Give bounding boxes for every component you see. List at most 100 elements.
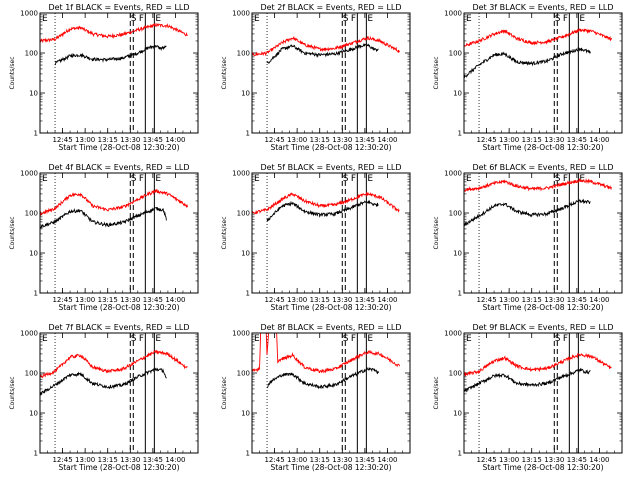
x-tick-label: 13:30 bbox=[332, 136, 352, 144]
x-tick-label: 13:30 bbox=[332, 296, 352, 304]
f-marker-label: F bbox=[351, 14, 356, 24]
s-marker-label: S bbox=[131, 14, 137, 24]
y-tick-label: 100 bbox=[449, 370, 462, 378]
x-tick-label: 13:45 bbox=[355, 296, 375, 304]
y-tick-label: 1 bbox=[458, 290, 462, 298]
s-marker-label: S bbox=[131, 174, 137, 184]
events-series-line bbox=[266, 42, 379, 65]
x-axis-label: Start Time (28-Oct-08 12:30:20) bbox=[270, 143, 391, 152]
panel-5: Det 5f BLACK = Events, RED = LLD Counts/s… bbox=[221, 163, 411, 312]
x-tick-label: 13:00 bbox=[75, 296, 95, 304]
f-marker-label: F bbox=[351, 174, 356, 184]
panel-3: Det 3f BLACK = Events, RED = LLD Counts/s… bbox=[433, 3, 623, 152]
s-marker-label: S bbox=[131, 334, 137, 344]
plot-frame bbox=[251, 12, 411, 134]
panel-6: Det 6f BLACK = Events, RED = LLD Counts/s… bbox=[433, 163, 623, 312]
x-tick-label: 13:45 bbox=[567, 296, 587, 304]
x-tick-label: 13:15 bbox=[310, 136, 330, 144]
x-axis-label: Start Time (28-Oct-08 12:30:20) bbox=[270, 303, 391, 312]
events-series-line bbox=[266, 366, 379, 390]
f-marker-label: F bbox=[139, 14, 144, 24]
x-tick-label: 13:00 bbox=[499, 136, 519, 144]
y-tick-label: 1000 bbox=[232, 330, 250, 338]
panel-title: Det 4f BLACK = Events, RED = LLD bbox=[48, 163, 189, 172]
x-tick-label: 13:30 bbox=[120, 136, 140, 144]
x-axis-label: Start Time (28-Oct-08 12:30:20) bbox=[58, 143, 179, 152]
lld-series-line bbox=[464, 352, 612, 377]
y-tick-label: 1 bbox=[458, 450, 462, 458]
y-tick-label: 10 bbox=[29, 250, 38, 258]
panel-2: Det 2f BLACK = Events, RED = LLD Counts/s… bbox=[221, 3, 411, 152]
x-tick-label: 14:00 bbox=[589, 296, 609, 304]
x-tick-label: 13:15 bbox=[310, 296, 330, 304]
x-axis-label: Start Time (28-Oct-08 12:30:20) bbox=[58, 463, 179, 472]
x-tick-label: 13:00 bbox=[75, 136, 95, 144]
x-tick-label: 13:15 bbox=[98, 456, 118, 464]
y-tick-label: 100 bbox=[237, 50, 250, 58]
x-tick-label: 13:15 bbox=[522, 136, 542, 144]
lld-series-line bbox=[252, 191, 400, 215]
panel-9: Det 9f BLACK = Events, RED = LLD Counts/s… bbox=[433, 323, 623, 472]
lld-series-line bbox=[252, 333, 400, 374]
lld-series-line bbox=[40, 188, 188, 216]
y-tick-label: 10 bbox=[241, 90, 250, 98]
f-marker-label: F bbox=[563, 174, 568, 184]
y-tick-label: 1000 bbox=[444, 330, 462, 338]
y-tick-label: 10 bbox=[241, 410, 250, 418]
x-tick-label: 13:15 bbox=[98, 296, 118, 304]
x-tick-label: 14:00 bbox=[589, 456, 609, 464]
s-marker-label: S bbox=[343, 174, 349, 184]
panel-title: Det 3f BLACK = Events, RED = LLD bbox=[472, 3, 613, 12]
events-series-line bbox=[464, 47, 591, 79]
e-marker-label-left: E bbox=[42, 334, 48, 344]
plot-frame bbox=[251, 332, 411, 454]
y-axis-label: Counts/sec bbox=[9, 56, 16, 89]
x-tick-label: 13:00 bbox=[287, 456, 307, 464]
y-tick-label: 100 bbox=[25, 370, 38, 378]
e-marker-label-left: E bbox=[466, 174, 472, 184]
plot-frame bbox=[39, 332, 199, 454]
x-tick-label: 13:45 bbox=[355, 456, 375, 464]
x-tick-label: 13:00 bbox=[287, 136, 307, 144]
y-tick-label: 10 bbox=[453, 250, 462, 258]
x-tick-label: 13:00 bbox=[287, 296, 307, 304]
y-tick-label: 1 bbox=[34, 290, 38, 298]
events-series-line bbox=[266, 199, 379, 222]
x-tick-label: 13:30 bbox=[544, 136, 564, 144]
x-tick-label: 12:45 bbox=[476, 456, 496, 464]
x-tick-label: 13:45 bbox=[143, 136, 163, 144]
y-tick-label: 1000 bbox=[20, 330, 38, 338]
y-axis-label: Counts/sec bbox=[9, 376, 16, 409]
f-marker-label: F bbox=[563, 14, 568, 24]
x-tick-label: 12:45 bbox=[264, 456, 284, 464]
y-tick-label: 1 bbox=[246, 290, 250, 298]
s-marker-label: S bbox=[555, 174, 561, 184]
panel-title: Det 1f BLACK = Events, RED = LLD bbox=[48, 3, 189, 12]
e-marker-label-left: E bbox=[466, 334, 472, 344]
plot-frame bbox=[39, 12, 199, 134]
e-marker-label-left: E bbox=[466, 14, 472, 24]
x-tick-label: 13:30 bbox=[544, 296, 564, 304]
x-tick-label: 13:00 bbox=[499, 296, 519, 304]
lld-series-line bbox=[40, 349, 188, 379]
panel-4: Det 4f BLACK = Events, RED = LLD Counts/s… bbox=[9, 163, 199, 312]
y-axis-label: Counts/sec bbox=[433, 56, 440, 89]
y-tick-label: 10 bbox=[29, 410, 38, 418]
e-marker-label-right: E bbox=[367, 14, 373, 24]
e-marker-label-left: E bbox=[42, 174, 48, 184]
x-tick-label: 13:00 bbox=[499, 456, 519, 464]
plot-frame bbox=[39, 172, 199, 294]
x-tick-label: 13:15 bbox=[522, 456, 542, 464]
x-tick-label: 12:45 bbox=[52, 136, 72, 144]
x-axis-label: Start Time (28-Oct-08 12:30:20) bbox=[270, 463, 391, 472]
y-axis-label: Counts/sec bbox=[221, 56, 228, 89]
x-tick-label: 13:30 bbox=[544, 456, 564, 464]
e-marker-label-right: E bbox=[579, 334, 585, 344]
events-series-line bbox=[464, 367, 591, 393]
y-tick-label: 100 bbox=[449, 50, 462, 58]
y-tick-label: 10 bbox=[241, 250, 250, 258]
lld-series-line bbox=[40, 22, 188, 44]
e-marker-label-right: E bbox=[579, 14, 585, 24]
x-tick-label: 13:45 bbox=[567, 456, 587, 464]
